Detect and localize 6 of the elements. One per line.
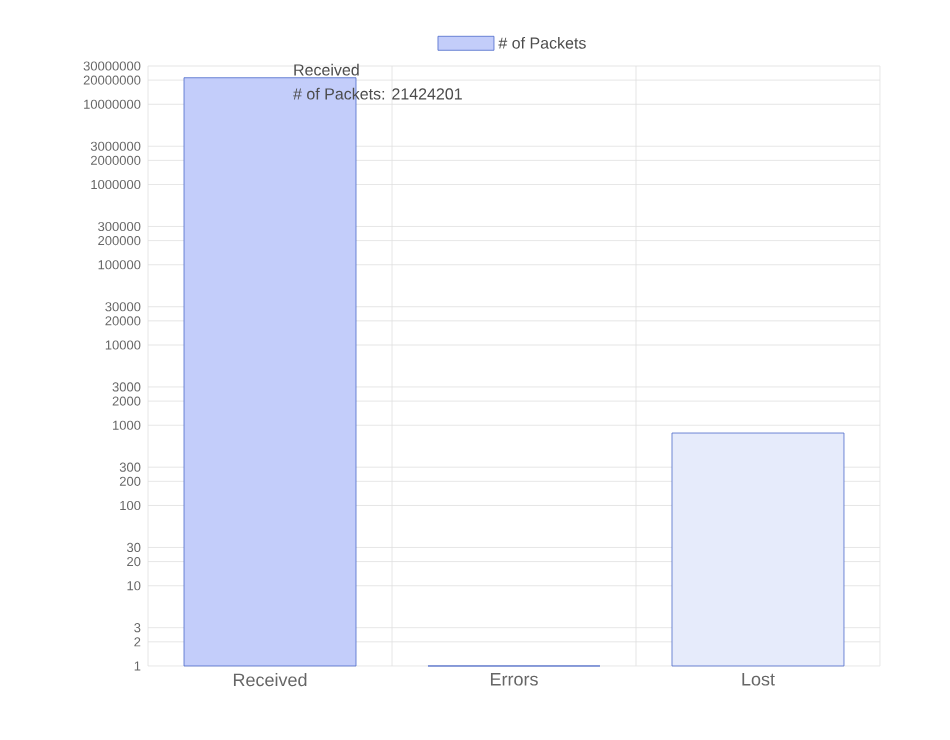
x-tick-label: Lost xyxy=(742,673,775,686)
x-tick-label: Errors xyxy=(490,673,538,686)
legend-label: # of Packets xyxy=(498,36,586,49)
x-tick-label: Received xyxy=(233,673,307,687)
annotation: # of Packets: 21424201 xyxy=(293,87,462,100)
annotation: Received xyxy=(294,63,359,76)
